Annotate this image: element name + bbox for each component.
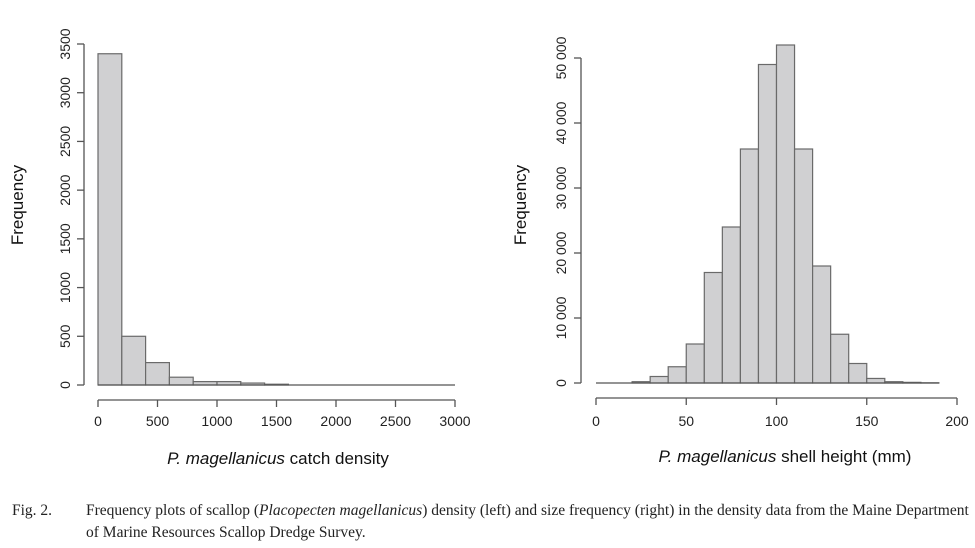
left-x-tick-label: 500: [146, 413, 170, 429]
right-bar: [811, 265, 832, 384]
right-bar: [793, 148, 814, 384]
right-x-title-rest: shell height (mm): [776, 447, 911, 466]
left-x-axis-title: P. magellanicus catch density: [167, 449, 389, 468]
left-x-tick-label: 1500: [261, 413, 292, 429]
right-y-tick-label: 0: [553, 379, 569, 387]
right-x-tick-label: 200: [945, 413, 969, 429]
right-y-axis-title: Frequency: [511, 164, 530, 245]
caption-text-after: ) density (left) and size frequency (rig…: [86, 502, 969, 541]
left-bar: [168, 376, 194, 386]
size-histogram: Frequency P. magellanicus shell height (…: [511, 36, 969, 466]
left-y-axis-title: Frequency: [8, 164, 27, 245]
left-bar: [121, 335, 147, 386]
left-y-tick-label: 2500: [57, 126, 73, 157]
right-bar: [866, 377, 886, 384]
right-y-tick-label: 40 000: [553, 101, 569, 144]
right-x-tick-label: 50: [678, 413, 694, 429]
right-bar: [667, 366, 687, 384]
right-bar: [775, 44, 796, 384]
left-x-tick-label: 2000: [320, 413, 351, 429]
left-x-tick-label: 2500: [380, 413, 411, 429]
right-bar: [721, 226, 741, 384]
caption-text-before: Frequency plots of scallop (: [86, 502, 260, 519]
density-histogram: Frequency P. magellanicus catch density …: [8, 28, 471, 468]
left-y-tick-label: 0: [57, 381, 73, 389]
right-bar: [685, 343, 705, 384]
right-y-tick-label: 10 000: [553, 296, 569, 339]
caption-species: Placopecten magellanicus: [259, 502, 423, 519]
right-bar: [848, 362, 868, 384]
right-bar: [739, 148, 760, 384]
left-x-tick-label: 0: [94, 413, 102, 429]
left-y-tick-label: 2000: [57, 174, 73, 205]
caption-label: Fig. 2.: [12, 502, 53, 519]
right-x-tick-label: 150: [855, 413, 879, 429]
caption-text: Frequency plots of scallop (Placopecten …: [86, 500, 975, 544]
right-x-tick-label: 0: [592, 413, 600, 429]
right-x-tick-label: 100: [765, 413, 789, 429]
left-x-tick-label: 3000: [439, 413, 470, 429]
right-bar: [649, 375, 669, 384]
right-bar: [830, 333, 850, 384]
right-y-tick-label: 50 000: [553, 36, 569, 79]
left-y-tick-label: 1000: [57, 272, 73, 303]
left-bar: [145, 361, 171, 386]
right-bar: [703, 271, 723, 384]
left-x-title-italic: P. magellanicus: [167, 449, 285, 468]
left-x-title-rest: catch density: [285, 449, 389, 468]
left-bar: [97, 53, 123, 386]
left-y-tick-label: 3000: [57, 77, 73, 108]
left-y-tick-label: 1500: [57, 223, 73, 254]
right-y-tick-label: 20 000: [553, 231, 569, 274]
right-x-axis-title: P. magellanicus shell height (mm): [659, 447, 912, 466]
left-y-tick-label: 500: [57, 324, 73, 348]
right-x-title-italic: P. magellanicus: [659, 447, 777, 466]
left-y-tick-label: 3500: [57, 28, 73, 59]
right-bar: [757, 63, 778, 384]
right-y-tick-label: 30 000: [553, 166, 569, 209]
left-x-tick-label: 1000: [201, 413, 232, 429]
